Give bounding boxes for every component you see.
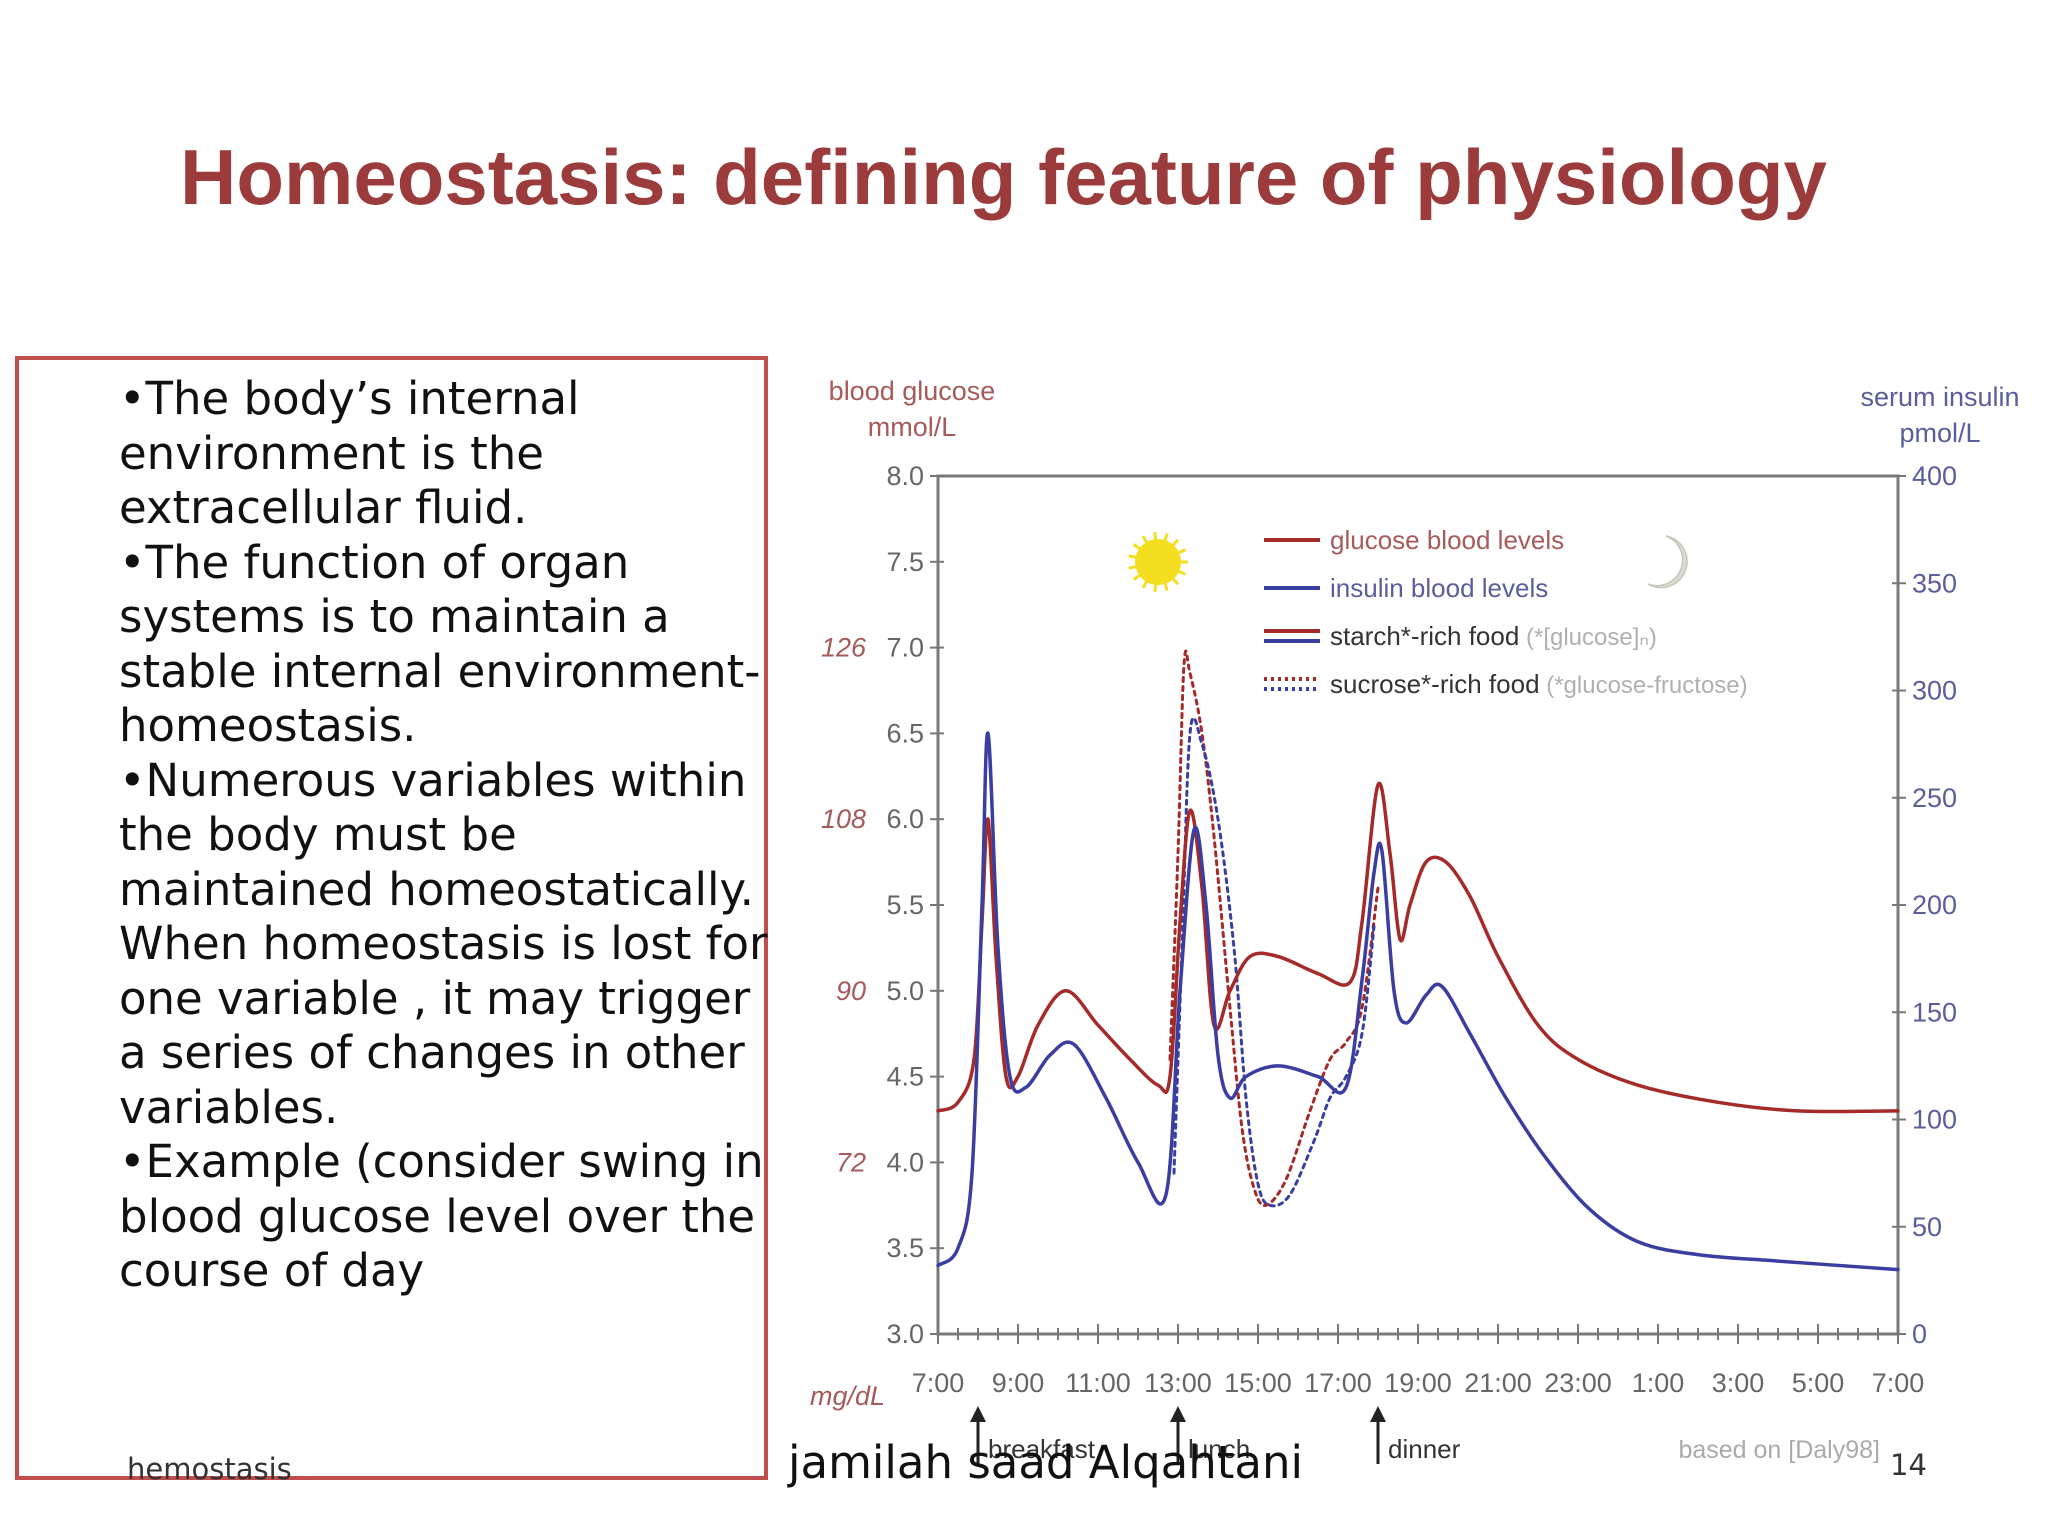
meal-arrow-head (970, 1406, 986, 1422)
legend-label-text: starch*-rich food (1330, 621, 1519, 651)
x-axis-tick-label: 17:00 (1304, 1368, 1372, 1398)
glucose-line (936, 781, 1900, 1114)
legend-label: starch*-rich food (*[glucose]ₙ) (1330, 621, 1657, 651)
mgdl-tick-label: 72 (836, 1147, 866, 1177)
right-axis-title: serum insulin (1860, 382, 2019, 412)
sun-ray (1128, 565, 1137, 570)
x-axis-tick-label: 23:00 (1544, 1368, 1612, 1398)
mgdl-axis-label: mg/dL (810, 1381, 885, 1411)
right-axis-tick-label: 200 (1912, 890, 1957, 920)
plot-frame (936, 474, 1900, 1336)
legend-label: sucrose*-rich food (*glucose-fructose) (1330, 669, 1748, 699)
meal-label: dinner (1388, 1434, 1461, 1464)
sun-ray (1153, 583, 1158, 592)
source-note: based on [Daly98] (1678, 1436, 1880, 1464)
right-axis-tick-label: 250 (1912, 783, 1957, 813)
meal-label: lunch (1188, 1434, 1250, 1464)
mgdl-tick-label: 108 (821, 804, 866, 834)
sun-ray (1128, 554, 1137, 559)
legend-label-text: glucose blood levels (1330, 525, 1564, 555)
sun-ray (1132, 543, 1142, 551)
x-axis-tick-label: 15:00 (1224, 1368, 1292, 1398)
sun-ray (1141, 535, 1149, 544)
left-axis-title: blood glucose (829, 376, 996, 406)
bullet-item: The function of organ systems is to main… (119, 536, 769, 754)
sun-ray (1153, 532, 1158, 541)
x-axis-tick-label: 9:00 (992, 1368, 1045, 1398)
sun-disc (1135, 539, 1181, 585)
left-axis-tick-label: 7.5 (886, 547, 924, 577)
legend-label: insulin blood levels (1330, 573, 1548, 603)
left-axis-tick-label: 6.0 (886, 804, 924, 834)
x-axis-tick-label: 1:00 (1632, 1368, 1685, 1398)
bullet-list: The body’s internal environment is the e… (119, 372, 769, 1299)
sun-icon (1128, 532, 1188, 592)
mgdl-tick-label: 126 (821, 633, 867, 663)
x-axis-tick-label: 7:00 (1872, 1368, 1925, 1398)
left-axis-tick-label: 4.5 (886, 1062, 924, 1092)
right-axis-tick-label: 400 (1912, 461, 1957, 491)
x-axis-tick-label: 7:00 (912, 1368, 965, 1398)
left-axis-tick-label: 3.0 (886, 1319, 924, 1349)
sun-ray (1163, 533, 1169, 542)
glucose-insulin-chart: 3.0 3.5 4.0 4.5 5.0 5.5 6.0 6.5 7.0 7.5 8.0 72 90 108… (810, 376, 2020, 1464)
right-axis-tick-label: 0 (1912, 1319, 1927, 1349)
footer-author: jamilah saad Alqahtani (788, 1436, 1303, 1489)
chart-axes: 3.0 3.5 4.0 4.5 5.0 5.5 6.0 6.5 7.0 7.5 8.0 72 90 108… (821, 461, 1957, 1398)
left-axis-unit: mmol/L (868, 412, 957, 442)
right-axis-tick-label: 300 (1912, 676, 1957, 706)
sun-ray (1163, 582, 1169, 591)
right-axis-unit: pmol/L (1899, 418, 1980, 448)
x-axis-tick-label: 21:00 (1464, 1368, 1532, 1398)
left-axis-tick-label: 4.0 (886, 1147, 924, 1177)
right-axis-tick-label: 50 (1912, 1212, 1942, 1242)
moon-icon (1647, 535, 1688, 589)
legend-label-note: (*[glucose]ₙ) (1519, 624, 1657, 651)
text-box: The body’s internal environment is the e… (15, 356, 769, 1486)
left-axis-tick-label: 6.5 (886, 718, 924, 748)
meal-arrow-head (1370, 1406, 1386, 1422)
mgdl-tick-label: 90 (836, 976, 866, 1006)
insulin-line (936, 731, 1900, 1272)
meal-label: breakfast (988, 1434, 1096, 1464)
sun-ray (1132, 573, 1142, 581)
x-axis-tick-label: 5:00 (1792, 1368, 1845, 1398)
left-axis-tick-label: 5.0 (886, 976, 924, 1006)
sun-ray (1141, 580, 1149, 589)
chart-legend: glucose blood levels insulin blood levels… (1128, 525, 1748, 699)
legend-label: glucose blood levels (1330, 525, 1564, 555)
right-axis-tick-label: 150 (1912, 997, 1957, 1027)
sun-ray (1171, 577, 1180, 586)
x-axis-tick-label: 19:00 (1384, 1368, 1452, 1398)
footer-left: hemostasis (127, 1452, 292, 1486)
sun-ray (1171, 538, 1180, 547)
right-axis-tick-label: 350 (1912, 568, 1957, 598)
legend-label-note: (*glucose-fructose) (1540, 672, 1748, 699)
chart-labels: blood glucose mmol/L serum insulin pmol/L mg… (810, 376, 2020, 1464)
sucrose-glucose-dotted-line (1168, 649, 1380, 1207)
slide-title: Homeostasis: defining feature of physiol… (180, 133, 1827, 221)
x-axis-tick-label: 3:00 (1712, 1368, 1765, 1398)
bullet-item: Example (consider swing in blood glucose… (119, 1135, 769, 1299)
left-axis-tick-label: 5.5 (886, 890, 924, 920)
left-axis-tick-label: 3.5 (886, 1233, 924, 1263)
sun-ray (1177, 569, 1187, 576)
x-axis-tick-label: 13:00 (1144, 1368, 1212, 1398)
bullet-item: The body’s internal environment is the e… (119, 372, 769, 536)
bullet-item: Numerous variables within the body must … (119, 754, 769, 1136)
sucrose-insulin-dotted-line (1172, 716, 1376, 1208)
right-axis-tick-label: 100 (1912, 1105, 1957, 1135)
meal-arrow-head (1170, 1406, 1186, 1422)
legend-label-text: sucrose*-rich food (1330, 669, 1540, 699)
page-number: 14 (1890, 1448, 1927, 1482)
left-axis-tick-label: 7.0 (886, 633, 924, 663)
sun-ray (1177, 548, 1187, 555)
x-axis-tick-label: 11:00 (1065, 1368, 1131, 1398)
legend-label-text: insulin blood levels (1330, 573, 1548, 603)
chart-series (936, 649, 1900, 1272)
left-axis-tick-label: 8.0 (886, 461, 924, 491)
